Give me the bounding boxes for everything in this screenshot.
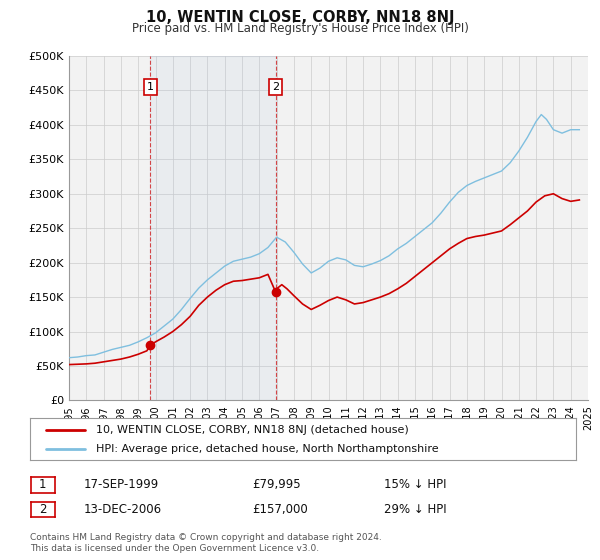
Text: 10, WENTIN CLOSE, CORBY, NN18 8NJ (detached house): 10, WENTIN CLOSE, CORBY, NN18 8NJ (detac… — [95, 425, 408, 435]
Text: 17-SEP-1999: 17-SEP-1999 — [84, 478, 159, 492]
Text: 15% ↓ HPI: 15% ↓ HPI — [384, 478, 446, 492]
Text: HPI: Average price, detached house, North Northamptonshire: HPI: Average price, detached house, Nort… — [95, 444, 438, 454]
Text: £79,995: £79,995 — [252, 478, 301, 492]
Text: 2: 2 — [272, 82, 279, 92]
Text: 10, WENTIN CLOSE, CORBY, NN18 8NJ: 10, WENTIN CLOSE, CORBY, NN18 8NJ — [146, 10, 454, 25]
Text: 13-DEC-2006: 13-DEC-2006 — [84, 503, 162, 516]
Text: Price paid vs. HM Land Registry's House Price Index (HPI): Price paid vs. HM Land Registry's House … — [131, 22, 469, 35]
Text: 2: 2 — [39, 503, 46, 516]
Text: £157,000: £157,000 — [252, 503, 308, 516]
Text: 1: 1 — [147, 82, 154, 92]
Text: 1: 1 — [39, 478, 46, 492]
Bar — [151, 56, 276, 400]
Text: Contains HM Land Registry data © Crown copyright and database right 2024.: Contains HM Land Registry data © Crown c… — [30, 533, 382, 542]
Text: This data is licensed under the Open Government Licence v3.0.: This data is licensed under the Open Gov… — [30, 544, 319, 553]
Text: 29% ↓ HPI: 29% ↓ HPI — [384, 503, 446, 516]
